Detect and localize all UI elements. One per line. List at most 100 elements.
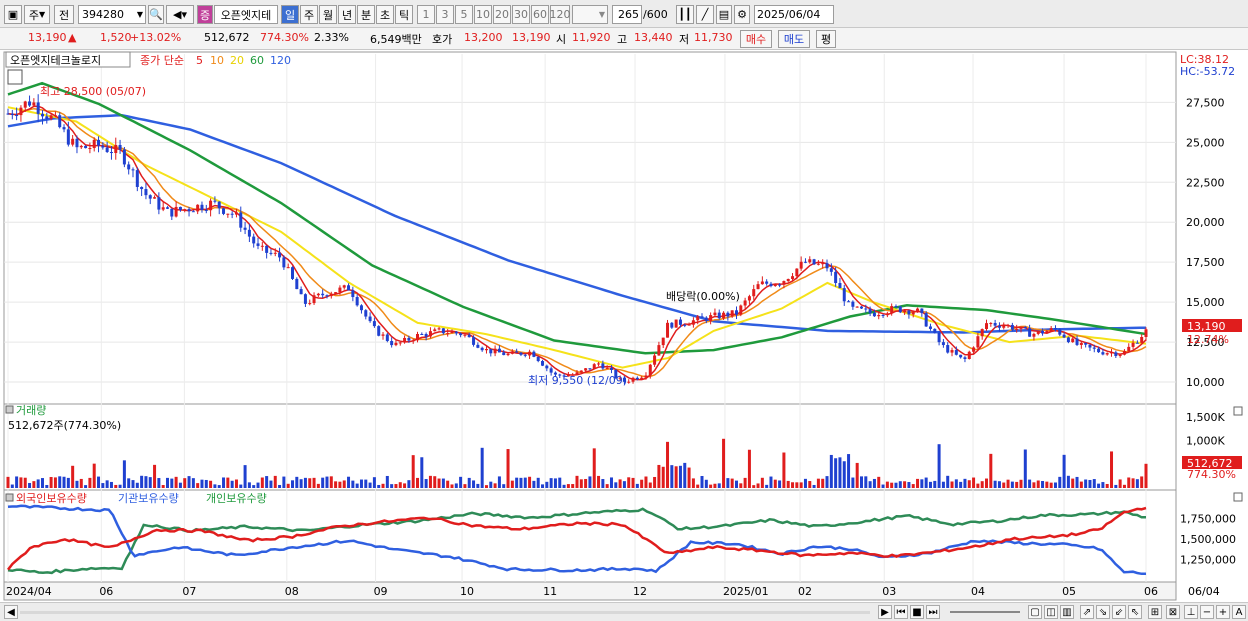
x-axis-right-label: 06/04 <box>1188 585 1220 598</box>
volume-bar <box>1066 475 1070 488</box>
volume-bar <box>579 479 583 488</box>
search-icon[interactable]: 🔍 <box>148 5 164 24</box>
stock-chart[interactable]: 오픈엣지테크놀로지 종가 단순 5 10 20 60 120 최고 28,500… <box>0 50 1248 602</box>
tool-2-icon[interactable]: ⇘ <box>1096 605 1110 619</box>
font-size-icon[interactable]: A <box>1232 605 1246 619</box>
interval-3[interactable]: 3 <box>436 5 454 24</box>
volume-bar <box>265 476 269 488</box>
gear-icon[interactable]: ⚙ <box>734 5 750 24</box>
interval-20[interactable]: 20 <box>493 5 511 24</box>
candle-body <box>213 200 217 202</box>
candle-body <box>234 212 238 215</box>
rewind-icon[interactable]: ⏮ <box>894 605 908 619</box>
volume-bar <box>79 478 83 488</box>
volume-bar <box>377 484 381 488</box>
interval-120[interactable]: 120 <box>550 5 571 24</box>
tool-3-icon[interactable]: ⇙ <box>1112 605 1126 619</box>
candle-body <box>191 211 195 213</box>
candle-body <box>243 227 247 230</box>
speaker-icon[interactable]: ◀▾ <box>166 5 194 24</box>
candle-body <box>1097 348 1101 353</box>
interval-1[interactable]: 1 <box>417 5 435 24</box>
buy-button[interactable]: 매수 <box>740 30 772 48</box>
tool-5-icon[interactable]: ⊞ <box>1148 605 1162 619</box>
candle-body <box>907 310 911 315</box>
period-tab-second[interactable]: 초 <box>376 5 394 24</box>
candle-body <box>368 316 372 322</box>
interval-30[interactable]: 30 <box>512 5 530 24</box>
scroll-left-icon[interactable]: ◀ <box>4 605 18 619</box>
scroll-track[interactable] <box>20 611 870 614</box>
price-panel <box>3 51 1177 405</box>
volume-bar <box>359 479 363 488</box>
interval-select[interactable]: ▼ <box>572 5 608 24</box>
volume-bar <box>144 476 148 488</box>
current-price-label: 13,190 <box>1187 320 1226 333</box>
date-input[interactable]: 2025/06/04 <box>754 5 834 24</box>
scroll-right-icon[interactable]: ▶ <box>878 605 892 619</box>
volume-bar <box>355 483 359 488</box>
holdings-panel-close-icon[interactable] <box>1233 492 1243 502</box>
price-tick-label: 17,500 <box>1186 256 1225 269</box>
save-icon[interactable]: ▤ <box>716 5 732 24</box>
volume-bar <box>390 484 394 488</box>
period-tab-day[interactable]: 일 <box>281 5 299 24</box>
interval-10[interactable]: 10 <box>474 5 492 24</box>
volume-bar <box>316 483 320 488</box>
candle-body <box>36 102 40 114</box>
period-tab-minute[interactable]: 분 <box>357 5 375 24</box>
volume-bar <box>286 483 290 488</box>
interval-5[interactable]: 5 <box>455 5 473 24</box>
candle-body <box>209 200 213 211</box>
candle-type-icon[interactable]: ┃┃ <box>676 5 694 24</box>
interval-60[interactable]: 60 <box>531 5 549 24</box>
forward-icon[interactable]: ⏭ <box>926 605 940 619</box>
zoom-out-icon[interactable]: − <box>1200 605 1214 619</box>
candle-body <box>881 315 885 317</box>
prev-button[interactable]: 전 <box>54 5 74 24</box>
tool-1-icon[interactable]: ⇗ <box>1080 605 1094 619</box>
sell-button[interactable]: 매도 <box>778 30 810 48</box>
layout-2-icon[interactable]: ◫ <box>1044 605 1058 619</box>
pin-icon[interactable]: ⊥ <box>1184 605 1198 619</box>
x-axis-label: 2024/04 <box>6 585 52 598</box>
volume-bar <box>243 465 247 488</box>
candle-body <box>967 351 971 359</box>
date-value: 2025/06/04 <box>757 8 821 21</box>
volume-bar <box>635 483 639 488</box>
volume-bar <box>614 482 618 488</box>
chart-area[interactable]: 오픈엣지테크놀로지 종가 단순 5 10 20 60 120 최고 28,500… <box>0 50 1248 602</box>
draw-tool-icon[interactable]: ╱ <box>696 5 714 24</box>
volume-bar <box>765 484 769 488</box>
volume-bar <box>252 485 256 488</box>
volume-panel-close-icon[interactable] <box>1233 406 1243 416</box>
candle-body <box>1084 342 1088 345</box>
layout-3-icon[interactable]: ▥ <box>1060 605 1074 619</box>
volume-bar <box>1105 483 1109 488</box>
volume-bar <box>549 478 553 488</box>
interval-label: 1 <box>422 8 430 21</box>
calendar-icon[interactable] <box>7 69 23 85</box>
eval-button[interactable]: 평 <box>816 30 836 48</box>
type-select[interactable]: 주 ▼ <box>24 5 50 24</box>
volume-bar <box>1023 449 1027 488</box>
tool-6-icon[interactable]: ⊠ <box>1166 605 1180 619</box>
period-tab-year[interactable]: 년 <box>338 5 356 24</box>
layout-icon[interactable]: ▣ <box>4 5 22 24</box>
volume-bar <box>545 481 549 488</box>
period-tab-week[interactable]: 주 <box>300 5 318 24</box>
code-input[interactable]: 394280 ▼ <box>78 5 146 24</box>
volume-bar <box>803 478 807 488</box>
layout-1-icon[interactable]: ▢ <box>1028 605 1042 619</box>
period-tab-tick[interactable]: 틱 <box>395 5 413 24</box>
period-tab-month[interactable]: 월 <box>319 5 337 24</box>
candle-body <box>704 317 708 321</box>
candle-body <box>472 337 476 345</box>
stop-icon[interactable]: ■ <box>910 605 924 619</box>
stock-badge-label: 증 <box>199 8 211 22</box>
tool-4-icon[interactable]: ⇖ <box>1128 605 1142 619</box>
zoom-slider[interactable] <box>950 611 1020 613</box>
volume-bar <box>730 478 734 488</box>
count-input[interactable]: 265 <box>612 5 642 24</box>
zoom-in-icon[interactable]: + <box>1216 605 1230 619</box>
